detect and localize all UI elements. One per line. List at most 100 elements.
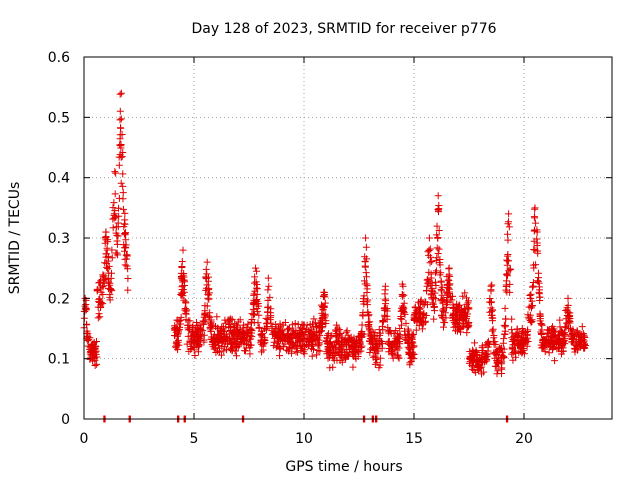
data-point: [417, 318, 425, 326]
data-point: [99, 271, 107, 279]
data-point: [104, 265, 112, 273]
data-point: [262, 326, 270, 334]
data-point: [435, 245, 443, 253]
data-point: [416, 317, 424, 325]
data-point: [549, 323, 557, 331]
data-point: [417, 296, 425, 304]
data-point: [503, 261, 511, 269]
data-point: [537, 330, 545, 338]
x-tick-label: 15: [405, 431, 423, 447]
data-point: [434, 192, 442, 200]
data-point: [470, 366, 478, 374]
data-point: [436, 255, 444, 263]
data-point: [446, 272, 454, 280]
data-point: [205, 295, 213, 303]
data-point: [411, 303, 419, 311]
data-point: [357, 331, 365, 339]
data-point: [425, 251, 433, 259]
data-point: [381, 311, 389, 319]
data-point: [301, 327, 309, 335]
data-point: [438, 312, 446, 320]
data-point: [441, 319, 449, 327]
data-point: [556, 338, 564, 346]
data-point: [95, 279, 103, 287]
data-point: [309, 320, 317, 328]
data-point: [449, 314, 457, 322]
data-point: [363, 282, 371, 290]
data-point: [369, 353, 377, 361]
data-point: [497, 353, 505, 361]
data-point: [365, 330, 373, 338]
data-point: [488, 281, 496, 289]
data-point: [122, 243, 130, 251]
data-point: [84, 342, 92, 350]
data-point: [398, 315, 406, 323]
data-point: [212, 322, 220, 330]
data-point: [286, 334, 294, 342]
data-point: [369, 344, 377, 352]
data-point: [503, 288, 511, 296]
data-point: [462, 305, 470, 313]
data-point: [174, 326, 182, 334]
data-point: [501, 323, 509, 331]
data-point: [505, 267, 513, 275]
data-point: [117, 115, 125, 123]
data-point: [499, 339, 507, 347]
data-point: [420, 301, 428, 309]
data-point: [315, 323, 323, 331]
data-point: [252, 284, 260, 292]
data-point: [420, 310, 428, 318]
data-point: [276, 352, 284, 360]
data-point: [232, 352, 240, 360]
data-point: [505, 210, 513, 218]
data-point: [502, 271, 510, 279]
data-point: [331, 326, 339, 334]
data-point: [170, 332, 178, 340]
data-point: [228, 340, 236, 348]
data-point: [425, 234, 433, 242]
data-point: [399, 304, 407, 312]
data-point: [121, 261, 129, 269]
data-point: [93, 285, 101, 293]
data-point: [463, 324, 471, 332]
data-point: [556, 323, 564, 331]
data-point: [288, 330, 296, 338]
data-point: [333, 356, 341, 364]
data-point: [291, 320, 299, 328]
data-point: [281, 319, 289, 327]
data-point: [435, 226, 443, 234]
data-point: [99, 290, 107, 298]
data-point: [314, 342, 322, 350]
data-point: [399, 282, 407, 290]
data-point: [266, 293, 274, 301]
data-point: [376, 329, 384, 337]
data-point: [120, 247, 128, 255]
data-point: [382, 300, 390, 308]
data-point: [116, 131, 124, 139]
data-point: [337, 352, 345, 360]
data-point: [240, 347, 248, 355]
data-point: [525, 303, 533, 311]
data-point: [439, 313, 447, 321]
data-point: [200, 331, 208, 339]
data-point: [362, 243, 370, 251]
data-point: [528, 283, 536, 291]
y-tick-label: 0.5: [48, 110, 70, 126]
data-point: [229, 330, 237, 338]
data-point: [320, 288, 328, 296]
data-point: [441, 309, 449, 317]
data-point: [502, 315, 510, 323]
data-point: [394, 334, 402, 342]
data-point: [366, 348, 374, 356]
data-point: [81, 302, 89, 310]
data-point: [215, 344, 223, 352]
data-point: [461, 289, 469, 297]
data-point: [519, 329, 527, 337]
data-point: [203, 258, 211, 266]
data-point: [428, 258, 436, 266]
data-point: [491, 354, 499, 362]
data-point: [234, 329, 242, 337]
data-point: [105, 281, 113, 289]
data-point: [509, 336, 517, 344]
data-point: [505, 223, 513, 231]
